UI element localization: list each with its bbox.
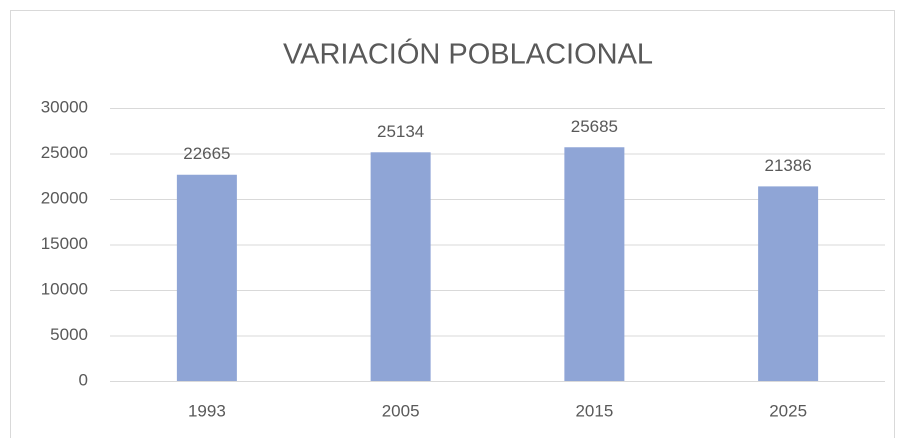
y-tick-label: 25000	[41, 143, 88, 162]
y-tick-label: 15000	[41, 234, 88, 253]
data-label: 21386	[764, 156, 811, 175]
bar	[176, 174, 237, 381]
x-tick-label: 2015	[575, 401, 613, 420]
x-tick-label: 2005	[382, 401, 420, 420]
data-label: 25134	[377, 122, 424, 141]
data-label: 22665	[183, 144, 230, 163]
y-tick-label: 20000	[41, 188, 88, 207]
y-tick-label: 0	[79, 370, 88, 389]
chart-title: VARIACIÓN POBLACIONAL	[283, 38, 653, 71]
bar	[564, 147, 625, 381]
y-tick-label: 30000	[41, 97, 88, 116]
y-tick-label: 10000	[41, 279, 88, 298]
data-label: 25685	[571, 117, 618, 136]
x-tick-label: 2025	[769, 401, 807, 420]
x-tick-label: 1993	[188, 401, 226, 420]
chart-border	[10, 10, 895, 438]
y-tick-label: 5000	[50, 325, 88, 344]
bar	[758, 186, 819, 381]
bar	[370, 152, 431, 381]
